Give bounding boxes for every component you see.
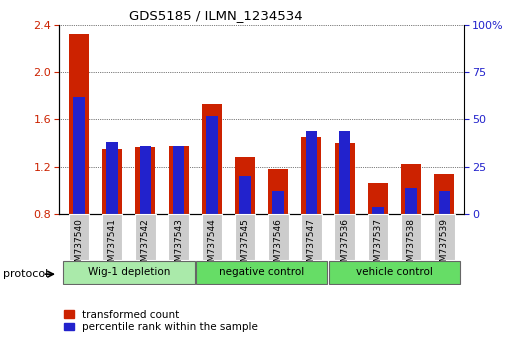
Bar: [106, 142, 118, 214]
Bar: [339, 131, 350, 214]
Bar: [401, 165, 421, 214]
Bar: [435, 174, 455, 214]
Bar: [434, 214, 455, 260]
Bar: [439, 192, 450, 214]
Bar: [268, 169, 288, 214]
Bar: [302, 137, 322, 214]
Bar: [140, 146, 151, 214]
Bar: [334, 143, 354, 214]
Bar: [202, 104, 222, 214]
Text: GSM737536: GSM737536: [340, 218, 349, 273]
Bar: [73, 97, 85, 214]
Text: GSM737543: GSM737543: [174, 218, 183, 273]
Bar: [329, 261, 460, 284]
Bar: [235, 157, 255, 214]
Text: GSM737539: GSM737539: [440, 218, 449, 273]
Bar: [306, 131, 317, 214]
Text: protocol: protocol: [3, 269, 48, 279]
Bar: [196, 261, 327, 284]
Bar: [169, 145, 189, 214]
Bar: [239, 176, 251, 214]
Legend: transformed count, percentile rank within the sample: transformed count, percentile rank withi…: [64, 310, 258, 332]
Text: GSM737546: GSM737546: [274, 218, 283, 273]
Bar: [368, 183, 388, 214]
Text: GSM737537: GSM737537: [373, 218, 382, 273]
Bar: [372, 207, 384, 214]
Text: negative control: negative control: [219, 267, 304, 277]
Bar: [405, 188, 417, 214]
Text: GSM737540: GSM737540: [74, 218, 84, 273]
Bar: [102, 214, 123, 260]
Text: GSM737544: GSM737544: [207, 218, 216, 273]
Text: GDS5185 / ILMN_1234534: GDS5185 / ILMN_1234534: [129, 9, 302, 22]
Bar: [69, 34, 89, 214]
Text: GSM737547: GSM737547: [307, 218, 316, 273]
Bar: [272, 192, 284, 214]
Text: vehicle control: vehicle control: [356, 267, 433, 277]
Text: GSM737542: GSM737542: [141, 218, 150, 273]
Bar: [135, 214, 155, 260]
Bar: [202, 214, 222, 260]
Bar: [173, 146, 184, 214]
Bar: [235, 214, 255, 260]
Text: Wig-1 depletion: Wig-1 depletion: [88, 267, 170, 277]
Bar: [301, 214, 322, 260]
Bar: [268, 214, 288, 260]
Bar: [334, 214, 355, 260]
Bar: [168, 214, 189, 260]
Bar: [63, 261, 194, 284]
Bar: [135, 147, 155, 214]
Text: GSM737538: GSM737538: [407, 218, 416, 273]
Bar: [401, 214, 421, 260]
Bar: [69, 214, 89, 260]
Bar: [102, 149, 122, 214]
Bar: [368, 214, 388, 260]
Text: GSM737545: GSM737545: [241, 218, 249, 273]
Text: GSM737541: GSM737541: [108, 218, 116, 273]
Bar: [206, 116, 218, 214]
